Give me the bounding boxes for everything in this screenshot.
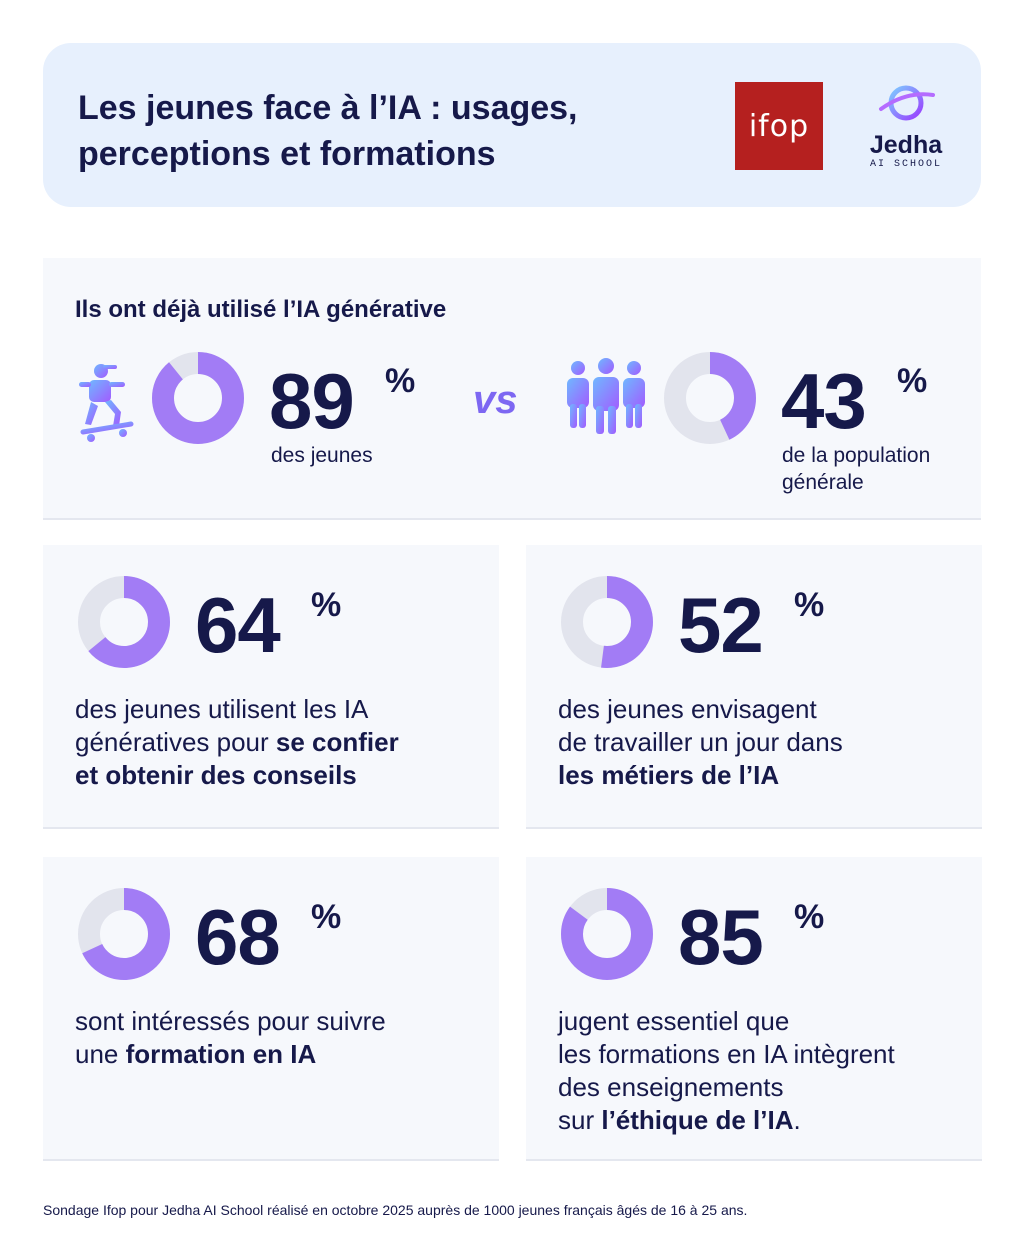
donut-value-arc	[664, 352, 756, 444]
stat-card-training-interest: 68 % sont intéressés pour suivre une for…	[43, 857, 499, 1161]
jedha-name: Jedha	[869, 131, 943, 159]
donut-value-arc	[561, 888, 653, 980]
donut-chart-89	[152, 352, 244, 444]
generative-ai-usage-panel: Ils ont déjà utilisé l’IA générative 89 …	[43, 258, 981, 520]
page-title: Les jeunes face à l’IA : usages, percept…	[78, 85, 678, 177]
stat-card-ai-jobs: 52 % des jeunes envisagent de travailler…	[526, 545, 982, 829]
stat-value-68: 68	[195, 893, 281, 981]
percent-sign: %	[385, 362, 416, 400]
header-banner: Les jeunes face à l’IA : usages, percept…	[43, 43, 981, 207]
stat-card-confide: 64 % des jeunes utilisent les IA générat…	[43, 545, 499, 829]
percent-sign: %	[311, 586, 342, 624]
stat-value-52: 52	[678, 581, 764, 669]
jedha-logo: Jedha AI SCHOOL	[851, 81, 961, 173]
title-line-1: Les jeunes face à l’IA : usages,	[78, 89, 578, 127]
stat-description: des jeunes utilisent les IA génératives …	[75, 694, 399, 790]
percent-sign: %	[897, 362, 928, 400]
stat-caption-young: des jeunes	[271, 444, 373, 467]
donut-chart-85	[561, 888, 653, 980]
stat-value-43: 43	[781, 357, 867, 445]
donut-chart-43	[664, 352, 756, 444]
donut-value-arc	[152, 352, 244, 444]
stat-value-64: 64	[195, 581, 281, 669]
versus-label: vs	[473, 378, 518, 422]
jedha-subtitle: AI SCHOOL	[869, 159, 942, 170]
skateboarder-icon	[79, 364, 134, 442]
ifop-logo-text: ifop	[748, 108, 810, 144]
stat-caption-general-2: générale	[782, 471, 864, 494]
survey-footnote: Sondage Ifop pour Jedha AI School réalis…	[43, 1202, 748, 1218]
stat-description: des jeunes envisagent de travailler un j…	[558, 694, 843, 790]
percent-sign: %	[794, 586, 825, 624]
percent-sign: %	[794, 898, 825, 936]
donut-chart-52	[561, 576, 653, 668]
stat-card-ethics: 85 % jugent essentiel que les formations…	[526, 857, 982, 1161]
people-group-icon	[567, 358, 645, 434]
donut-value-arc	[78, 888, 170, 980]
jedha-planet-icon	[879, 85, 935, 121]
stat-value-85: 85	[678, 893, 764, 981]
donut-chart-64	[78, 576, 170, 668]
donut-chart-68	[78, 888, 170, 980]
ifop-logo: ifop	[735, 82, 823, 170]
stat-description: jugent essentiel que les formations en I…	[558, 1006, 895, 1135]
donut-value-arc	[78, 576, 170, 668]
percent-sign: %	[311, 898, 342, 936]
panel-title: Ils ont déjà utilisé l’IA générative	[75, 296, 447, 323]
stat-description: sont intéressés pour suivre une formatio…	[75, 1006, 386, 1069]
stat-value-89: 89	[269, 357, 355, 445]
donut-value-arc	[561, 576, 653, 668]
title-line-2: perceptions et formations	[78, 135, 496, 173]
stat-caption-general-1: de la population	[782, 444, 931, 467]
